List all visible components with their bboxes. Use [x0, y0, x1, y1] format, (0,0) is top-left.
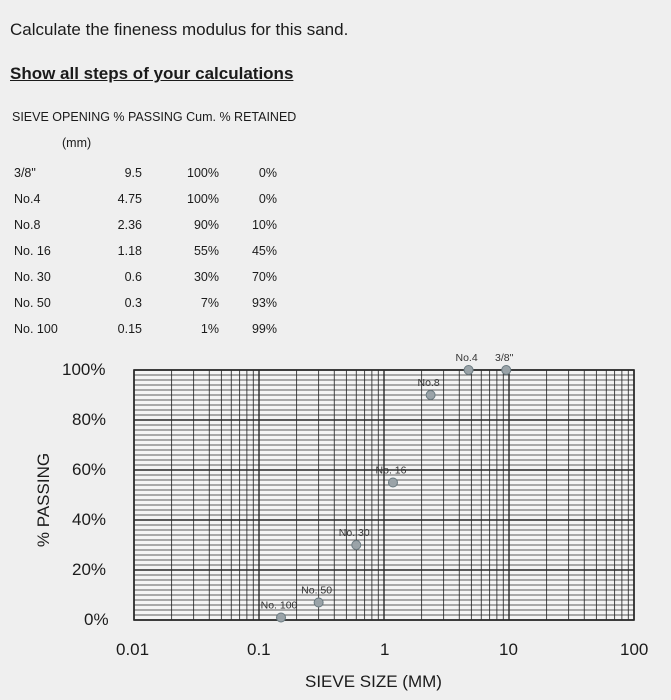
- table-header-unit: (mm): [62, 136, 92, 150]
- y-tick-label: 80%: [72, 410, 107, 429]
- x-tick-label: 1: [380, 640, 390, 659]
- y-tick-label: 60%: [72, 460, 107, 479]
- percent-passing: 100%: [187, 166, 219, 180]
- sieve-name: No.8: [14, 218, 41, 232]
- y-tick-label: 40%: [72, 510, 107, 529]
- sieve-opening: 2.36: [117, 218, 142, 232]
- table-row: No. 16 1.18 55% 45%: [14, 238, 277, 264]
- cum-retained: 0%: [258, 192, 277, 206]
- x-tick-label: 0.01: [116, 640, 150, 659]
- data-point: [425, 390, 436, 400]
- x-tick-label: 0.1: [247, 640, 271, 659]
- sieve-opening: 0.3: [124, 296, 142, 310]
- table-row: No. 50 0.3 7% 93%: [14, 290, 277, 316]
- cum-retained: 0%: [258, 166, 277, 180]
- table-header: SIEVE OPENING % PASSING Cum. % RETAINED: [12, 110, 297, 124]
- point-label: No.8: [418, 377, 440, 389]
- data-point: [463, 365, 474, 375]
- x-tick-label: 100: [620, 640, 649, 659]
- y-tick-label: 0%: [84, 610, 109, 629]
- point-label: 3/8": [495, 352, 514, 364]
- sieve-name: No. 50: [14, 296, 51, 310]
- question-text: Calculate the fineness modulus for this …: [10, 20, 349, 39]
- percent-passing: 7%: [200, 296, 219, 310]
- cum-retained: 99%: [251, 322, 277, 336]
- point-label: No. 30: [339, 527, 370, 539]
- sieve-opening: 4.75: [117, 192, 142, 206]
- cum-retained: 93%: [251, 296, 277, 310]
- y-tick-label: 20%: [72, 560, 107, 579]
- table-row: No.8 2.36 90% 10%: [14, 212, 277, 238]
- sieve-name: No. 100: [14, 322, 58, 336]
- data-point: [276, 612, 287, 623]
- y-tick-label: 100%: [62, 360, 106, 379]
- percent-passing: 1%: [200, 322, 219, 336]
- table-row: No. 100 0.15 1% 99%: [14, 316, 277, 342]
- point-label: No. 100: [261, 600, 298, 612]
- percent-passing: 55%: [193, 244, 219, 258]
- table-row: No. 30 0.6 30% 70%: [14, 264, 277, 290]
- sieve-name: 3/8": [14, 166, 36, 180]
- cum-retained: 10%: [251, 218, 277, 232]
- cum-retained: 70%: [251, 270, 277, 284]
- percent-passing: 30%: [193, 270, 219, 284]
- data-point: [387, 477, 398, 488]
- table-row: No.4 4.75 100% 0%: [14, 186, 277, 212]
- instruction-text: Show all steps of your calculations: [10, 64, 294, 83]
- sieve-name: No.4: [14, 192, 41, 206]
- percent-passing: 90%: [193, 218, 219, 232]
- data-point: [501, 365, 512, 375]
- data-point: [351, 540, 362, 550]
- sieve-opening: 0.15: [117, 322, 142, 336]
- point-label: No.4: [455, 352, 477, 364]
- sieve-name: No. 30: [14, 270, 51, 284]
- x-axis-title: SIEVE SIZE (MM): [305, 672, 442, 691]
- point-label: No. 50: [301, 585, 332, 597]
- cum-retained: 45%: [251, 244, 277, 258]
- sieve-opening: 9.5: [124, 166, 142, 180]
- sieve-table: 3/8" 9.5 100% 0% No.4 4.75 100% 0% No.8 2.36 90% 10…: [14, 160, 277, 342]
- point-label: No. 16: [376, 465, 407, 477]
- percent-passing: 100%: [187, 192, 219, 206]
- y-axis-title: % PASSING: [34, 452, 53, 548]
- sieve-opening: 1.18: [117, 244, 142, 258]
- x-tick-label: 10: [499, 640, 518, 659]
- sieve-name: No. 16: [14, 244, 51, 258]
- sieve-opening: 0.6: [124, 270, 142, 284]
- data-point: [313, 597, 324, 608]
- table-row: 3/8" 9.5 100% 0%: [14, 160, 277, 186]
